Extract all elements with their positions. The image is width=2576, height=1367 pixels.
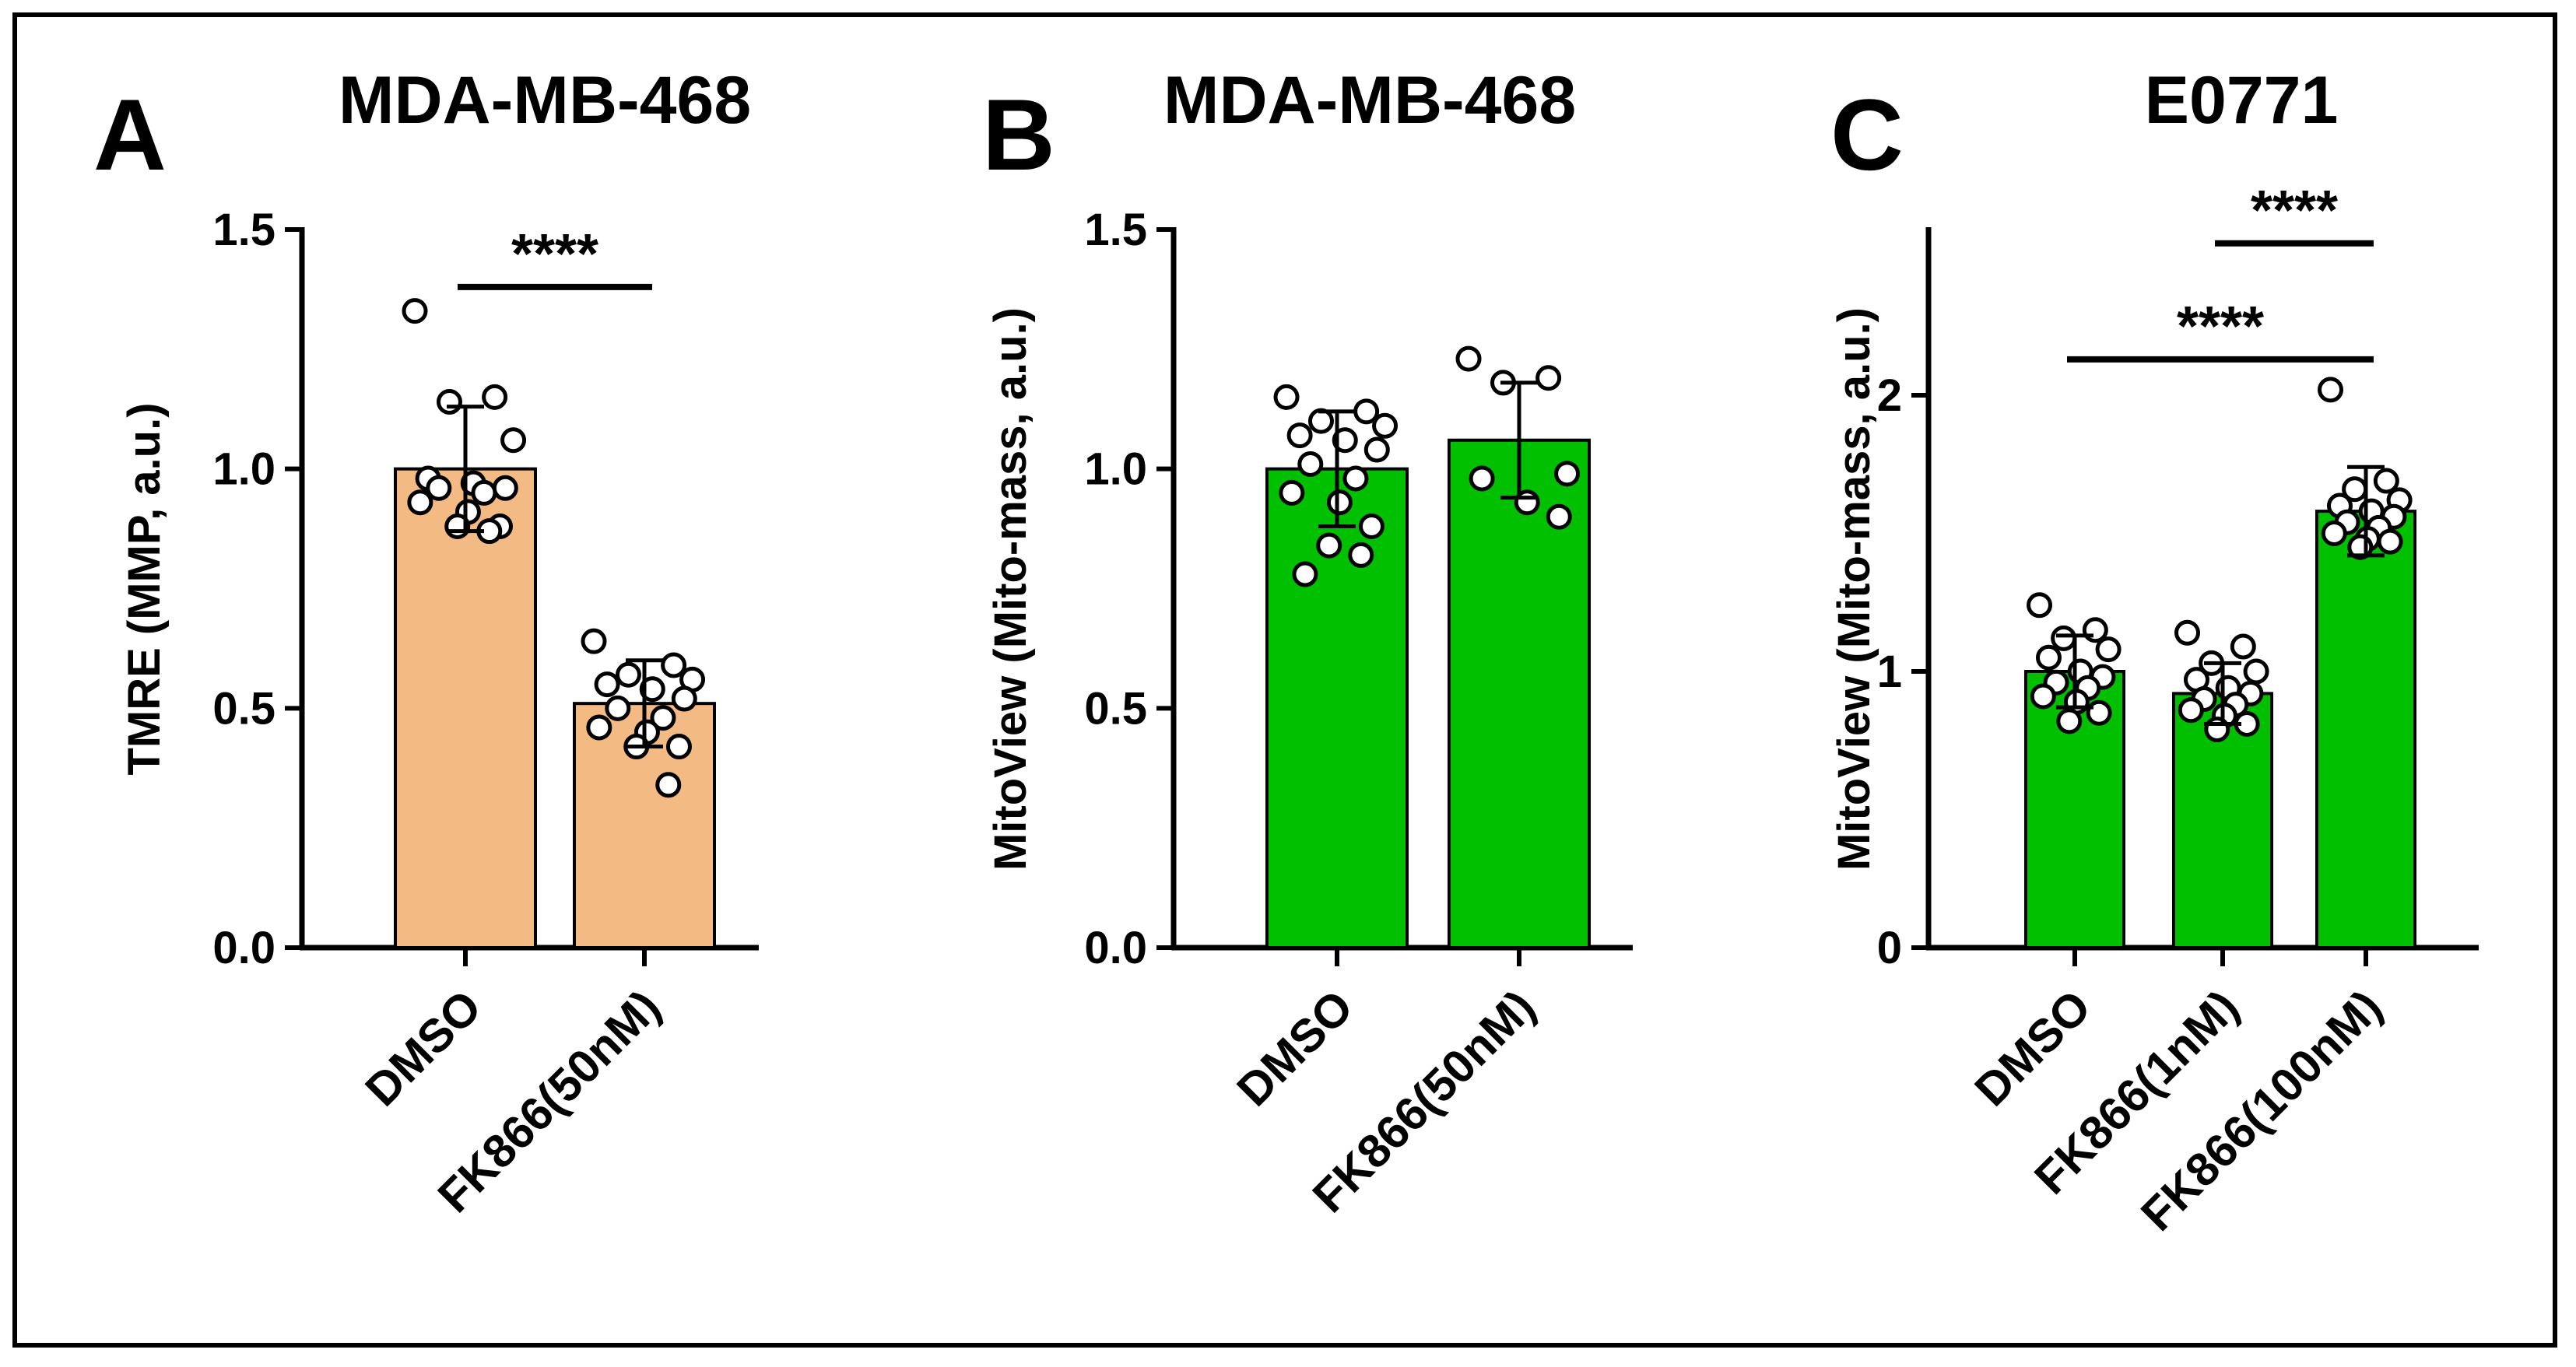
data-point	[2086, 699, 2112, 726]
data-point	[1546, 503, 1572, 530]
significance-label: ****	[2177, 296, 2264, 358]
significance-label: ****	[511, 223, 598, 286]
data-point	[1372, 412, 1399, 439]
y-tick-label: 1.0	[212, 444, 275, 495]
panel-title-b: MDA-MB-468	[1163, 63, 1576, 138]
y-tick-label: 1.5	[212, 205, 275, 255]
data-point	[650, 705, 676, 731]
y-tick-label: 1	[1877, 647, 1902, 697]
data-point	[586, 714, 612, 741]
x-category-label: FK866(100nM)	[2131, 980, 2392, 1241]
data-point	[407, 489, 433, 516]
data-point	[1332, 427, 1358, 454]
y-tick-label: 1.0	[1084, 444, 1147, 495]
y-axis-title: TMRE (MMP, a.u.)	[119, 402, 170, 775]
data-point	[1554, 461, 1581, 487]
significance-label: ****	[2251, 180, 2338, 242]
data-point	[2178, 697, 2204, 724]
data-point	[2035, 644, 2062, 671]
data-point	[2243, 658, 2269, 685]
data-point	[1292, 561, 1318, 587]
y-axis-title: MitoView (Mito-mass, a.u.)	[985, 307, 1036, 871]
data-point	[1342, 465, 1369, 492]
data-point	[1363, 436, 1390, 463]
x-category-label: DMSO	[356, 980, 492, 1116]
data-point	[2051, 625, 2077, 651]
panel-letter-c: C	[1830, 78, 1904, 191]
data-point	[2056, 708, 2083, 734]
data-point	[2204, 717, 2230, 743]
data-point	[1358, 514, 1385, 540]
data-point	[594, 671, 620, 698]
bar-fk866-100nm-	[2315, 510, 2416, 949]
data-point	[471, 479, 497, 506]
data-point	[1307, 408, 1334, 434]
data-point	[2095, 636, 2122, 663]
data-point	[1279, 479, 1305, 506]
data-point	[1273, 384, 1300, 410]
data-point	[2027, 592, 2053, 619]
bar-dmso	[394, 467, 537, 949]
data-point	[2318, 377, 2344, 403]
data-point	[1353, 398, 1380, 425]
data-point	[665, 734, 692, 760]
data-point	[2321, 521, 2347, 546]
data-point	[402, 298, 428, 324]
data-point	[1469, 465, 1495, 492]
panel-letter-b: B	[982, 78, 1055, 191]
data-point	[426, 475, 452, 501]
data-point	[2030, 683, 2056, 710]
data-point	[655, 772, 682, 798]
data-point	[2230, 633, 2256, 660]
panel-letter-a: A	[93, 78, 167, 191]
y-tick-label: 0.5	[212, 683, 275, 734]
x-category-label: DMSO	[1965, 980, 2101, 1116]
data-point	[436, 389, 462, 415]
data-point	[492, 475, 518, 501]
data-point	[671, 685, 697, 712]
figure-frame	[12, 12, 2557, 1348]
data-point	[1535, 365, 1562, 391]
y-tick-label: 0	[1877, 923, 1902, 973]
data-point	[661, 652, 687, 678]
data-point	[615, 661, 641, 688]
y-tick-label: 1.5	[1084, 205, 1147, 255]
data-point	[2373, 468, 2399, 494]
data-point	[482, 384, 508, 410]
data-point	[1316, 532, 1342, 559]
y-tick-label: 0.0	[212, 923, 275, 973]
data-point	[639, 676, 665, 703]
y-tick-label: 0.0	[1084, 923, 1147, 973]
data-point	[2174, 619, 2201, 646]
data-point	[2377, 528, 2403, 555]
x-category-label: DMSO	[1227, 980, 1363, 1116]
data-point	[1297, 451, 1324, 478]
data-point	[1455, 345, 1482, 372]
data-point	[581, 628, 607, 654]
data-point	[1286, 422, 1313, 449]
data-point	[2082, 617, 2108, 643]
data-point	[1348, 542, 1374, 568]
panel-title-a: MDA-MB-468	[339, 63, 751, 138]
panel-title-c: E0771	[2145, 63, 2339, 138]
data-point	[500, 427, 527, 454]
data-point	[1326, 489, 1353, 516]
y-tick-label: 0.5	[1084, 683, 1147, 734]
y-tick-label: 2	[1877, 370, 1902, 421]
data-point	[605, 695, 631, 721]
y-axis-title: MitoView (Mito-mass, a.u.)	[1829, 307, 1879, 871]
